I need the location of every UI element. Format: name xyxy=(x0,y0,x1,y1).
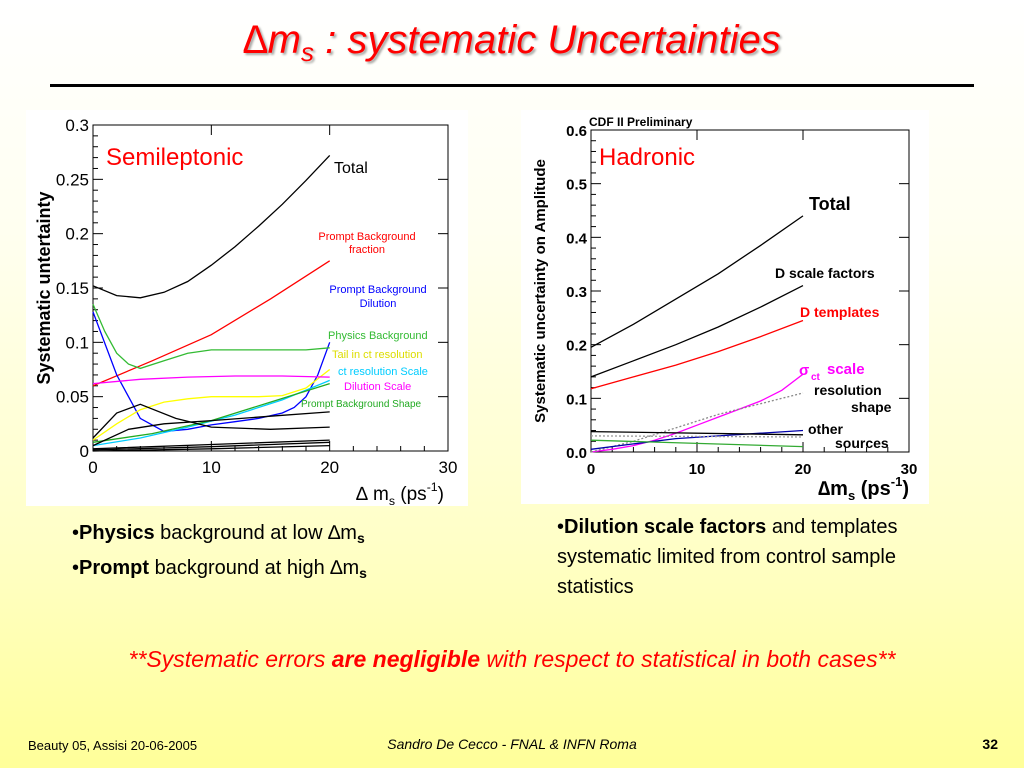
series-line-10 xyxy=(92,439,330,450)
series-label-9: Prompt Background Shape xyxy=(301,399,422,410)
series-line-4 xyxy=(92,368,331,441)
semileptonic-chart: 0 0.05 0.1 0.15 0.2 0.25 0.3 0 10 20 30 Systematic … xyxy=(34,116,458,506)
bullet-prompt: •Prompt background at high ∆ms xyxy=(72,557,367,581)
y-tick-label: 0.3 xyxy=(566,284,587,301)
series-line-7 xyxy=(590,439,804,448)
bullets-left: •Physics background at low ∆ms •Prompt b… xyxy=(72,518,367,588)
series-label-6: Tail in ct resolution xyxy=(332,349,423,361)
footer-center: Sandro De Cecco - FNAL & INFN Roma xyxy=(387,736,637,752)
series-label-3: σ xyxy=(799,362,809,379)
series-label-0: Total xyxy=(334,160,368,177)
series-line-3 xyxy=(590,373,804,453)
y-tick-label: 0.2 xyxy=(65,225,89,244)
series-line-3 xyxy=(92,304,330,370)
y-tick-label: 0.05 xyxy=(56,388,89,407)
y-tick-label: 0.25 xyxy=(56,170,89,189)
x-tick-label: 0 xyxy=(88,458,97,477)
series-label-2: D templates xyxy=(800,304,880,320)
hadronic-chart: 0.0 0.1 0.2 0.3 0.4 0.5 0.6 0 10 20 30 Systematic u… xyxy=(532,115,918,503)
series-line-12 xyxy=(92,444,330,452)
x-tick-label: 30 xyxy=(901,461,918,478)
series-label-3: Prompt Background xyxy=(329,284,426,296)
series-label-1: Prompt Background xyxy=(318,231,415,243)
y-tick-label: 0.0 xyxy=(566,445,587,462)
title-text: : systematic Uncertainties xyxy=(313,18,781,62)
y-axis-label: Systematic uncertainty on Amplitude xyxy=(532,159,549,423)
conclusion-text: **Systematic errors are negligible with … xyxy=(128,646,896,672)
series-line-2 xyxy=(590,319,804,390)
series-label-8: other xyxy=(808,421,844,437)
preliminary-note: CDF II Preliminary xyxy=(589,115,693,129)
title-subscript: s xyxy=(300,37,314,67)
bullets-right: •Dilution scale factors and templates sy… xyxy=(557,512,1007,602)
y-tick-label: 0.2 xyxy=(566,338,587,355)
series-label-5: Physics Background xyxy=(328,330,428,342)
x-tick-label: 20 xyxy=(795,461,812,478)
series-line-6 xyxy=(590,430,804,436)
series-line-8 xyxy=(92,411,330,447)
title-divider xyxy=(50,84,974,87)
x-tick-label: 10 xyxy=(689,461,706,478)
x-axis-label: ∆ms (ps-1) xyxy=(818,474,909,503)
series-line-0 xyxy=(590,215,804,348)
series-label-5: scale xyxy=(827,361,865,378)
series-label-8: Dilution Scale xyxy=(344,381,411,393)
y-tick-label: 0.1 xyxy=(566,391,587,408)
y-tick-label: 0 xyxy=(80,442,89,461)
series-line-4 xyxy=(590,392,804,453)
series-label-4: Dilution xyxy=(360,298,397,310)
series-label-7: shape xyxy=(851,399,892,415)
series-line-1 xyxy=(92,260,331,387)
bullet-dilution: •Dilution scale factors and templates xyxy=(557,516,898,538)
y-axis-label: Systematic untertainty xyxy=(34,191,54,384)
series-label-7: ct resolution Scale xyxy=(338,366,428,378)
series-line-1 xyxy=(590,285,804,378)
y-tick-label: 0.3 xyxy=(65,116,89,135)
y-tick-label: 0.15 xyxy=(56,279,89,298)
footer-left: Beauty 05, Assisi 20-06-2005 xyxy=(28,738,198,753)
bullet-physics: •Physics background at low ∆ms xyxy=(72,522,365,546)
bullet-dilution-line2: systematic limited from control sample xyxy=(557,546,896,568)
series-line-0 xyxy=(92,154,331,299)
bullet-dilution-line3: statistics xyxy=(557,576,634,598)
plot-title: Semileptonic xyxy=(106,144,243,171)
slide-title: ∆ms : systematic Uncertainties xyxy=(0,18,1024,68)
series-label-4: ct xyxy=(811,372,821,383)
title-m: m xyxy=(267,18,301,62)
x-tick-label: 10 xyxy=(202,458,221,477)
x-tick-label: 0 xyxy=(587,461,595,478)
series-line-5 xyxy=(590,429,804,450)
x-axis-label: ∆ ms (ps-1) xyxy=(356,480,444,506)
y-tick-label: 0.1 xyxy=(65,333,89,352)
x-tick-label: 30 xyxy=(439,458,458,477)
plot-title: Hadronic xyxy=(599,144,695,171)
series-label-0: Total xyxy=(809,194,851,214)
series-line-2 xyxy=(92,311,331,433)
series-label-2: fraction xyxy=(349,244,385,256)
series-line-6 xyxy=(92,375,330,385)
series-label-1: D scale factors xyxy=(775,265,875,281)
series-line-11 xyxy=(92,441,330,451)
page-number: 32 xyxy=(982,736,998,752)
x-tick-label: 20 xyxy=(320,458,339,477)
series-line-8 xyxy=(590,435,804,438)
semileptonic-plot: 0 0.05 0.1 0.15 0.2 0.25 0.3 0 10 20 30 Systematic … xyxy=(26,110,468,506)
hadronic-plot: 0.0 0.1 0.2 0.3 0.4 0.5 0.6 0 10 20 30 Systematic u… xyxy=(521,110,929,504)
series-label-6: resolution xyxy=(814,382,882,398)
y-tick-label: 0.6 xyxy=(566,123,587,140)
series-line-5 xyxy=(92,379,330,447)
y-tick-label: 0.4 xyxy=(566,230,588,247)
series-label-9: sources xyxy=(835,435,889,451)
title-delta: ∆ xyxy=(243,18,268,62)
y-tick-label: 0.5 xyxy=(566,177,587,194)
series-line-9 xyxy=(92,403,330,439)
